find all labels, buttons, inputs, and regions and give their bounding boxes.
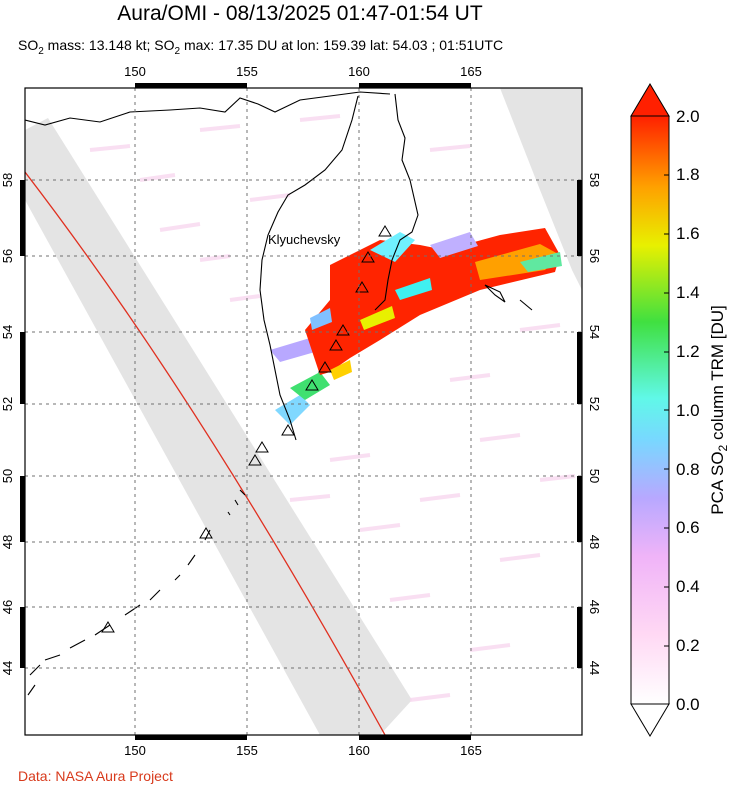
lon-tick: 160	[348, 64, 370, 79]
colorbar-tick: 0.8	[676, 460, 700, 479]
lat-tick: 52	[0, 397, 15, 411]
lat-tick: 46	[0, 600, 15, 614]
lon-ticks-bottom: 150 155 160 165	[124, 743, 482, 758]
frame-ticks	[20, 83, 582, 740]
lat-tick: 50	[0, 469, 15, 483]
colorbar-tick: 1.6	[676, 224, 700, 243]
lat-tick: 48	[0, 535, 15, 549]
colorbar-tick: 1.8	[676, 165, 700, 184]
colorbar-tick: 0.4	[676, 577, 700, 596]
so2-plume	[270, 228, 562, 425]
map-subtitle: SO2 mass: 13.148 kt; SO2 max: 17.35 DU a…	[18, 37, 504, 57]
lat-tick: 56	[587, 249, 602, 263]
map-frame	[24, 87, 583, 736]
grid-lines	[25, 88, 582, 735]
colorbar-tick: 1.0	[676, 401, 700, 420]
lat-tick: 44	[587, 661, 602, 675]
lat-tick: 48	[587, 535, 602, 549]
lat-tick: 58	[0, 173, 15, 187]
colorbar-ticks: 0.0 0.2 0.4 0.6 0.8 1.0 1.2 1.4 1.6 1.8 …	[676, 107, 700, 714]
lon-tick: 165	[460, 743, 482, 758]
lat-tick: 54	[587, 325, 602, 339]
colorbar-tick-marks	[664, 174, 669, 647]
lat-tick: 54	[0, 325, 15, 339]
lon-tick: 160	[348, 743, 370, 758]
lat-tick: 52	[587, 397, 602, 411]
volcano-label: Klyuchevsky	[268, 232, 341, 247]
background-noise	[89, 114, 576, 702]
colorbar-bottom-arrow	[630, 703, 670, 737]
colorbar-gradient	[630, 115, 670, 705]
lon-ticks-top: 150 155 160 165	[124, 64, 482, 79]
lat-tick: 46	[587, 600, 602, 614]
colorbar-title: PCA SO2 column TRM [DU]	[708, 305, 730, 515]
swath-gap-right	[500, 88, 582, 290]
colorbar-tick: 1.4	[676, 283, 700, 302]
swath-gap-left	[25, 118, 412, 735]
map-panel	[25, 88, 582, 735]
lon-tick: 165	[460, 64, 482, 79]
lat-ticks-right: 44 46 48 50 52 54 56 58	[587, 173, 602, 675]
volcano-markers	[101, 225, 392, 633]
map-title: Aura/OMI - 08/13/2025 01:47-01:54 UT	[117, 2, 483, 25]
lat-tick: 44	[0, 661, 15, 675]
lat-tick: 56	[0, 249, 15, 263]
colorbar-top-arrow	[630, 83, 670, 117]
orbit-track	[25, 171, 386, 735]
lat-tick: 58	[587, 173, 602, 187]
colorbar-tick: 0.2	[676, 636, 700, 655]
colorbar-tick: 2.0	[676, 107, 700, 126]
data-credit: Data: NASA Aura Project	[18, 768, 173, 784]
lon-tick: 155	[236, 743, 258, 758]
coastline	[25, 91, 533, 696]
colorbar-tick: 0.0	[676, 695, 700, 714]
lon-tick: 150	[124, 64, 146, 79]
lat-ticks-left: 44 46 48 50 52 54 56 58	[0, 173, 15, 675]
colorbar: 0.0 0.2 0.4 0.6 0.8 1.0 1.2 1.4 1.6 1.8 …	[630, 83, 730, 737]
lon-tick: 150	[124, 743, 146, 758]
lat-tick: 50	[587, 469, 602, 483]
colorbar-tick: 1.2	[676, 342, 700, 361]
colorbar-tick: 0.6	[676, 518, 700, 537]
lon-tick: 155	[236, 64, 258, 79]
